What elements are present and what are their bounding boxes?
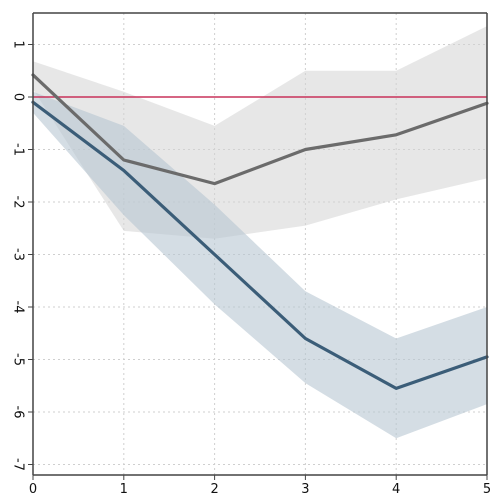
x-tick-label-5: 5: [483, 482, 491, 497]
x-tick-label-2: 2: [210, 482, 218, 497]
y-tick-label-8: -7: [10, 458, 25, 471]
y-tick-label-6: -5: [10, 353, 25, 366]
y-tick-label-1: 0: [10, 93, 25, 101]
series-line-layer: [31, 73, 489, 390]
series-line-2: [31, 100, 489, 390]
series-line-1: [31, 73, 489, 186]
x-tick-label-1: 1: [120, 482, 128, 497]
x-tick-label-4: 4: [392, 482, 400, 497]
y-tick-label-3: -2: [10, 196, 25, 209]
x-tick-label-3: 3: [301, 482, 309, 497]
tick-label-layer: 0 1 2 3 4 5 1 0 -1 -2 -3 -4 -5 -6 -7: [10, 40, 491, 497]
axis-layer: [28, 12, 488, 480]
y-tick-label-0: 1: [10, 40, 25, 48]
y-tick-label-2: -1: [10, 143, 25, 156]
confidence-band-2: [33, 91, 487, 439]
y-tick-label-7: -6: [10, 406, 25, 419]
y-tick-label-5: -4: [10, 301, 25, 314]
x-tick-label-0: 0: [29, 482, 37, 497]
band-layer: [33, 26, 487, 439]
y-tick-label-4: -3: [10, 248, 25, 261]
